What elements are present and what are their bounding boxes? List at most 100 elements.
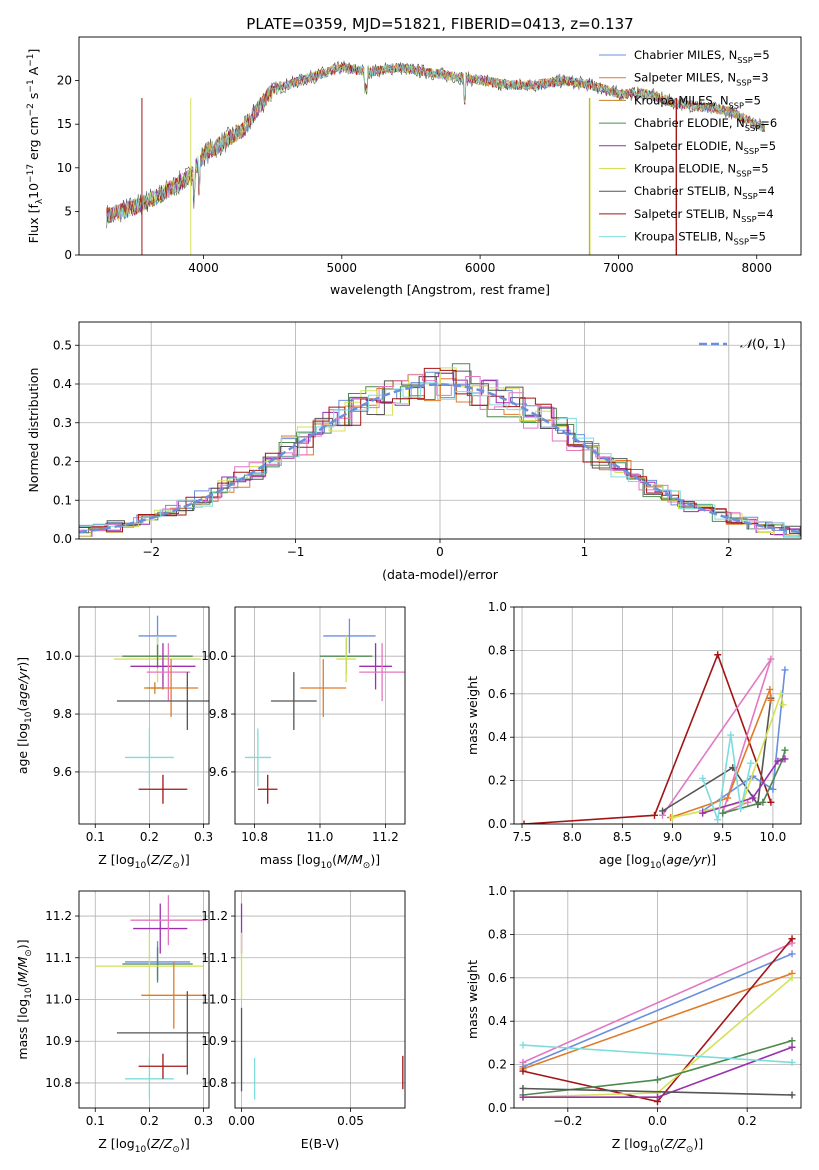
x-axis-label: Z [log10(Z/Z⊙)] bbox=[98, 852, 189, 871]
weight-line bbox=[661, 658, 772, 816]
error-bar-point bbox=[116, 672, 209, 730]
y-tick-label: 10.9 bbox=[45, 1034, 72, 1048]
weight-marker bbox=[781, 666, 789, 674]
weight-line bbox=[702, 758, 786, 814]
x-tick-label: 0.2 bbox=[140, 1114, 159, 1128]
axes-frame: −2 −1 0 1 2 0.0 0.1 0.2 0.3 0.4 0.5 bbox=[53, 321, 802, 559]
error-bar-point bbox=[146, 682, 163, 694]
axes-frame: 4000 5000 6000 7000 8000 0 5 10 15 20 bbox=[57, 36, 802, 275]
y-tick-label: 0.2 bbox=[53, 455, 72, 469]
error-bar-point bbox=[138, 1053, 188, 1079]
y-tick-label: 11.0 bbox=[45, 993, 72, 1007]
spectrum-line bbox=[106, 61, 765, 223]
legend-entry: 𝒩(0, 1) bbox=[740, 336, 786, 351]
histogram-step bbox=[79, 363, 801, 537]
y-tick-label: 15 bbox=[57, 117, 72, 131]
weight-marker bbox=[779, 701, 787, 709]
weight-marker bbox=[788, 935, 796, 943]
axes-frame: −0.2 0.0 0.2 0.0 0.2 0.4 0.6 0.8 1.0 bbox=[488, 884, 802, 1128]
weight-marker bbox=[727, 731, 735, 739]
weight-marker bbox=[520, 820, 528, 824]
axes-frame: 0.1 0.2 0.3 9.6 9.8 10.0 bbox=[45, 606, 213, 844]
weight-marker bbox=[769, 785, 777, 793]
chart-age_vs_Z: 0.1 0.2 0.3 9.6 9.8 10.0 Z [log10(Z/Z⊙)] age [l… bbox=[15, 606, 213, 871]
plot-area bbox=[79, 363, 801, 538]
weight-marker bbox=[659, 807, 667, 815]
plot-area bbox=[114, 615, 209, 804]
error-bar-point bbox=[133, 903, 188, 954]
weight-marker bbox=[788, 1091, 796, 1099]
x-axis-label: wavelength [Angstrom, rest frame] bbox=[330, 282, 550, 297]
y-tick-label: 10.8 bbox=[45, 1076, 72, 1090]
axes-frame: 0.1 0.2 0.3 10.8 10.9 11.0 11.1 11.2 bbox=[45, 890, 213, 1128]
x-tick-label: 11.0 bbox=[307, 830, 334, 844]
weight-line bbox=[523, 652, 772, 824]
legend-entry: Kroupa ELODIE, NSSP=5 bbox=[634, 162, 769, 179]
axes-frame: 7.5 8.0 8.5 9.0 9.5 10.0 0.0 0.2 0.4 0.6 0.8 1.0 bbox=[488, 600, 802, 844]
plot-area bbox=[106, 60, 766, 255]
error-bar-point bbox=[130, 895, 207, 946]
x-tick-label: 10.0 bbox=[760, 830, 787, 844]
x-tick-label: 0.0 bbox=[648, 1114, 667, 1128]
weight-marker bbox=[788, 974, 796, 982]
spectrum-line bbox=[106, 62, 765, 222]
error-bar-point bbox=[141, 961, 207, 1029]
error-bar-point bbox=[244, 728, 271, 787]
y-tick-label: 10.8 bbox=[201, 1076, 228, 1090]
x-tick-label: 2 bbox=[725, 545, 733, 559]
chart-age_vs_mass: 10.8 11.0 11.2 9.6 9.8 10.0 mass [log10(M/M⊙)] bbox=[201, 606, 406, 871]
legend: Chabrier MILES, NSSP=5 Salpeter MILES, NS… bbox=[599, 48, 777, 247]
y-tick-label: 1.0 bbox=[488, 600, 507, 614]
chart-mass_vs_ebv: 0.00 0.05 10.8 10.9 11.0 11.1 11.2 E(B-V) bbox=[201, 890, 406, 1151]
error-bar-point bbox=[359, 643, 405, 702]
axes-border bbox=[78, 321, 802, 540]
weight-line bbox=[522, 1087, 793, 1096]
y-tick-label: 11.1 bbox=[45, 951, 72, 965]
weight-marker bbox=[766, 685, 774, 693]
x-tick-label: 8.0 bbox=[563, 830, 582, 844]
y-tick-label: 0.2 bbox=[488, 1058, 507, 1072]
axes-border bbox=[513, 890, 802, 1109]
weight-marker bbox=[788, 1037, 796, 1045]
weight-marker bbox=[747, 759, 755, 767]
y-axis-label: mass weight bbox=[465, 960, 480, 1039]
y-tick-label: 10.9 bbox=[201, 1034, 228, 1048]
axes-border bbox=[78, 606, 210, 825]
error-bar-point bbox=[95, 932, 204, 1000]
weight-marker bbox=[781, 755, 789, 763]
y-axis-label: age [log10(age/yr)] bbox=[15, 657, 34, 774]
x-tick-label: 9.0 bbox=[663, 830, 682, 844]
chart-residual_hist: −2 −1 0 1 2 0.0 0.1 0.2 0.3 0.4 0.5 𝒩(0, 1) (data-mo… bbox=[26, 321, 802, 582]
y-tick-label: 9.6 bbox=[209, 765, 228, 779]
y-tick-label: 0.6 bbox=[488, 971, 507, 985]
weight-line bbox=[522, 972, 793, 1070]
axes-border bbox=[234, 606, 406, 825]
x-tick-label: 0.2 bbox=[738, 1114, 757, 1128]
weight-marker bbox=[650, 811, 658, 819]
weight-marker bbox=[788, 950, 796, 958]
x-tick-label: 1 bbox=[581, 545, 589, 559]
y-tick-label: 0.4 bbox=[488, 730, 507, 744]
x-tick-label: 9.5 bbox=[713, 830, 732, 844]
y-tick-label: 9.8 bbox=[209, 707, 228, 721]
error-bar-point bbox=[122, 947, 193, 981]
y-axis-label: Normed distribution bbox=[26, 368, 41, 493]
weight-line bbox=[672, 690, 784, 819]
y-tick-label: 9.6 bbox=[53, 765, 72, 779]
histogram-step bbox=[79, 372, 801, 537]
x-tick-label: 0 bbox=[436, 545, 444, 559]
error-bar-point bbox=[146, 643, 191, 702]
weight-marker bbox=[777, 690, 785, 698]
figure-title: PLATE=0359, MJD=51821, FIBERID=0413, z=0… bbox=[246, 15, 633, 33]
x-tick-label: 8000 bbox=[741, 261, 772, 275]
chart-weight_vs_Z: −0.2 0.0 0.2 0.0 0.2 0.4 0.6 0.8 1.0 Z [log10(Z/Z… bbox=[465, 884, 802, 1155]
legend-entry: Kroupa STELIB, NSSP=5 bbox=[634, 230, 766, 247]
weight-marker bbox=[519, 1041, 527, 1049]
x-axis-label: (data-model)/error bbox=[382, 567, 499, 582]
x-tick-label: −2 bbox=[142, 545, 160, 559]
y-tick-label: 0.0 bbox=[53, 532, 72, 546]
plot-area bbox=[520, 651, 789, 824]
y-tick-label: 11.0 bbox=[201, 993, 228, 1007]
y-tick-label: 0.6 bbox=[488, 687, 507, 701]
y-tick-label: 0.2 bbox=[488, 774, 507, 788]
